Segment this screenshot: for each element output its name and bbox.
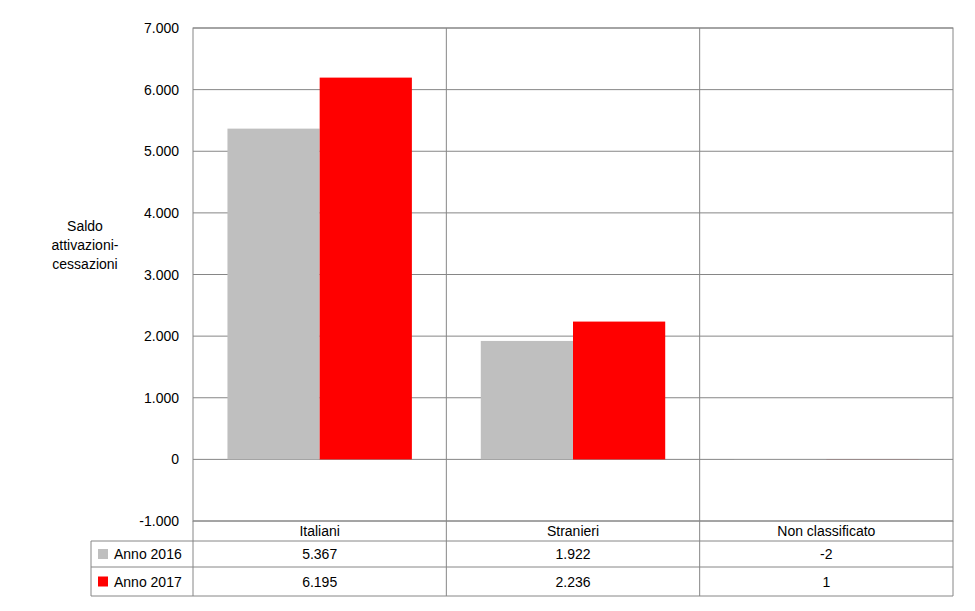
category-label: Non classificato — [777, 523, 875, 539]
category-label: Stranieri — [547, 523, 599, 539]
table-line — [193, 521, 194, 596]
legend-label: Anno 2016 — [114, 546, 182, 562]
bar — [734, 459, 826, 460]
grid-line — [193, 89, 953, 90]
y-tick-label: 0 — [171, 451, 179, 467]
y-tick-label: 4.000 — [144, 205, 179, 221]
legend-label: Anno 2017 — [114, 574, 182, 590]
y-tick-label: 2.000 — [144, 328, 179, 344]
y-tick-label: 5.000 — [144, 143, 179, 159]
bar — [826, 459, 918, 460]
category-label: Italiani — [299, 523, 339, 539]
table-line — [91, 567, 953, 568]
y-tick-label: 6.000 — [144, 82, 179, 98]
chart: -1.000 0 1.000 2.000 3.000 4.000 5.000 6.000 7.0… — [0, 0, 975, 611]
table-line — [91, 596, 953, 597]
table-value: 2.236 — [555, 574, 590, 590]
legend-swatch — [98, 549, 108, 559]
table-value: 1.922 — [555, 546, 590, 562]
table-value: 6.195 — [302, 574, 337, 590]
plot-frame — [193, 28, 953, 521]
y-axis-label: Saldo attivazioni-cessazioni — [52, 218, 119, 272]
table-line — [953, 521, 954, 596]
y-tick-label: 1.000 — [144, 390, 179, 406]
data-table: Italiani Stranieri Non classificato Anno 20… — [91, 521, 953, 596]
bar — [481, 341, 573, 459]
y-axis-label-line: Saldo — [67, 218, 103, 234]
bar — [227, 129, 319, 460]
legend-swatch — [98, 577, 108, 587]
table-line — [91, 541, 953, 542]
category-separator — [699, 28, 700, 596]
grid — [193, 28, 953, 596]
category-separator — [446, 28, 447, 596]
y-axis-label-line: cessazioni — [52, 256, 117, 272]
bars — [227, 78, 918, 460]
y-tick-label: 3.000 — [144, 267, 179, 283]
y-axis-label-line: attivazioni- — [52, 237, 119, 253]
table-value: 1 — [822, 574, 830, 590]
table-line — [91, 541, 92, 596]
y-tick-label: 7.000 — [144, 20, 179, 36]
table-value: -2 — [820, 546, 833, 562]
bar — [573, 322, 665, 460]
y-axis: -1.000 0 1.000 2.000 3.000 4.000 5.000 6.000 7.0… — [139, 20, 179, 529]
table-value: 5.367 — [302, 546, 337, 562]
bar — [320, 78, 412, 460]
y-tick-label: -1.000 — [139, 513, 179, 529]
